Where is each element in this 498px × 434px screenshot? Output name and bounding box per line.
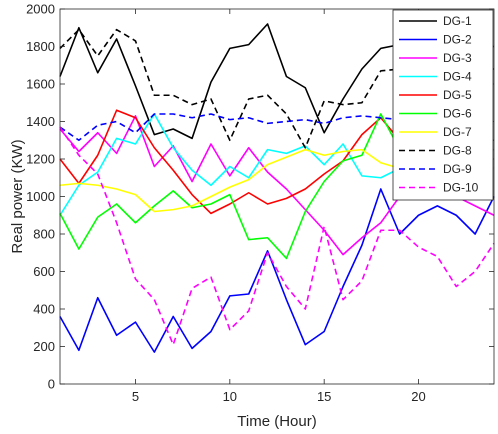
x-tick-label: 5 [132, 389, 139, 404]
series-line-dg-9 [59, 113, 494, 142]
x-tick-label: 20 [411, 389, 425, 404]
legend-label-dg-6: DG-6 [443, 107, 472, 121]
legend-label-dg-3: DG-3 [443, 51, 472, 65]
y-tick-label: 1200 [26, 152, 55, 167]
y-tick-label: 1600 [26, 77, 55, 92]
series-line-dg-2 [59, 188, 495, 353]
y-tick-label: 400 [33, 302, 55, 317]
y-tick-label: 1400 [26, 114, 55, 129]
y-tick-label: 600 [33, 264, 55, 279]
legend-label-dg-9: DG-9 [443, 162, 472, 176]
y-tick-label: 2000 [26, 2, 55, 17]
y-tick-label: 1000 [26, 189, 55, 204]
legend: DG-1 DG-2 DG-3 DG-4 DG-5 DG-6 DG-7 DG-8 DG-9 DG-1… [392, 9, 494, 201]
plot-series-group [59, 23, 495, 353]
legend-label-dg-10: DG-10 [443, 181, 479, 195]
y-tick-label: 1800 [26, 39, 55, 54]
series-line-dg-10 [59, 126, 495, 346]
x-axis-label: Time (Hour) [237, 413, 316, 430]
legend-label-dg-5: DG-5 [443, 88, 472, 102]
legend-label-dg-7: DG-7 [443, 125, 472, 139]
y-axis-label: Real power (KW) [9, 139, 26, 253]
x-axis: 5 10 15 20 [132, 9, 426, 404]
x-tick-label: 10 [223, 389, 237, 404]
legend-label-dg-2: DG-2 [443, 33, 472, 47]
legend-label-dg-8: DG-8 [443, 144, 472, 158]
x-tick-label: 15 [317, 389, 331, 404]
y-axis: 0 200 400 600 800 1000 1200 1400 1600 1800 2000 [26, 2, 494, 392]
y-tick-label: 200 [33, 339, 55, 354]
legend-label-dg-1: DG-1 [443, 14, 472, 28]
legend-label-dg-4: DG-4 [443, 70, 472, 84]
y-tick-label: 0 [48, 377, 55, 392]
y-tick-label: 800 [33, 227, 55, 242]
